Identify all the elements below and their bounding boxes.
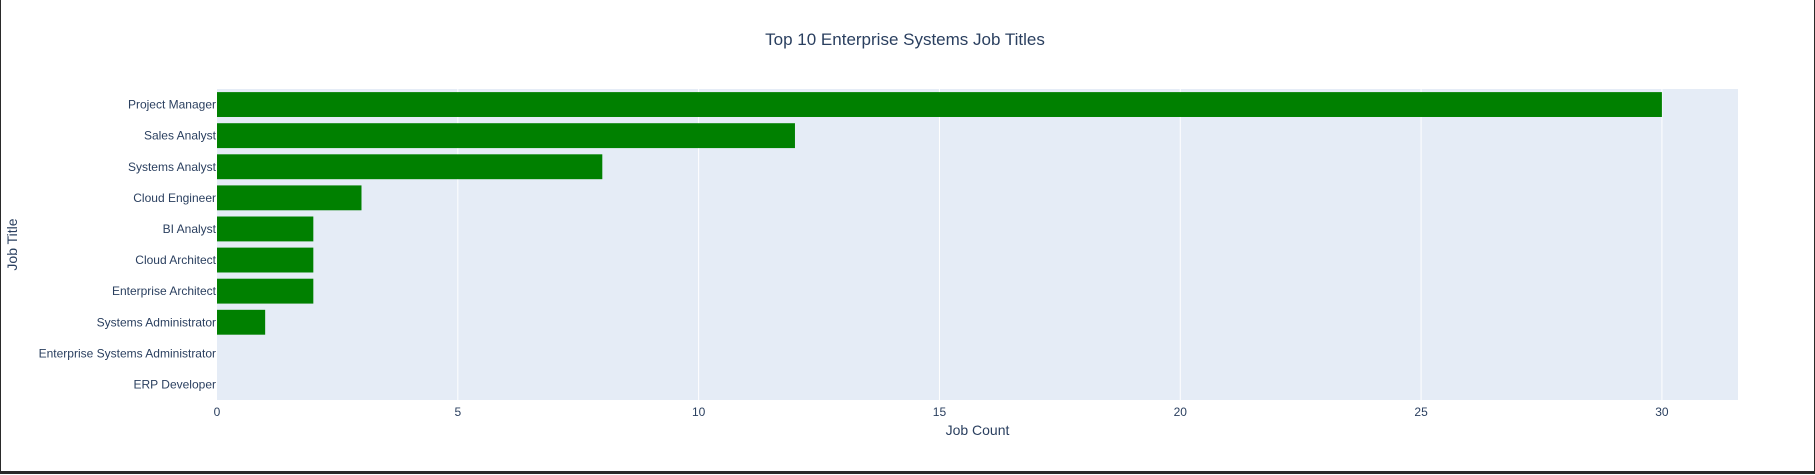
bar[interactable] [217,185,362,211]
bar[interactable] [217,154,603,180]
y-tick-labels: Project Manager Sales Analyst Systems Anal… [39,98,217,392]
gridlines [457,89,1663,400]
x-tick-label: 30 [1655,405,1669,419]
bar[interactable] [217,309,266,335]
x-tick-label: 10 [692,405,706,419]
x-tick-label: 5 [454,405,461,419]
chart-title: Top 10 Enterprise Systems Job Titles [765,30,1045,49]
y-tick-label: Sales Analyst [144,129,217,143]
y-tick-label: Systems Administrator [97,315,216,329]
y-tick-label: Enterprise Systems Administrator [39,346,216,360]
y-tick-label: BI Analyst [163,222,217,236]
y-tick-label: Enterprise Architect [112,284,217,298]
y-tick-label: ERP Developer [134,377,217,391]
x-tick-label: 0 [214,405,221,419]
bar[interactable] [217,278,314,304]
x-tick-labels: 0 5 10 15 20 25 30 [214,405,1669,419]
y-tick-label: Cloud Engineer [133,191,216,205]
x-tick-label: 15 [933,405,947,419]
y-tick-label: Systems Analyst [128,160,217,174]
y-tick-label: Project Manager [128,98,216,112]
bars [217,92,1662,335]
x-tick-label: 20 [1174,405,1188,419]
bar[interactable] [217,247,314,273]
bar[interactable] [217,92,1662,117]
y-axis-title: Job Title [4,218,20,270]
bar[interactable] [217,216,314,242]
y-tick-label: Cloud Architect [135,253,216,267]
bar[interactable] [217,123,795,149]
x-tick-label: 25 [1414,405,1428,419]
x-axis-title: Job Count [946,422,1010,438]
